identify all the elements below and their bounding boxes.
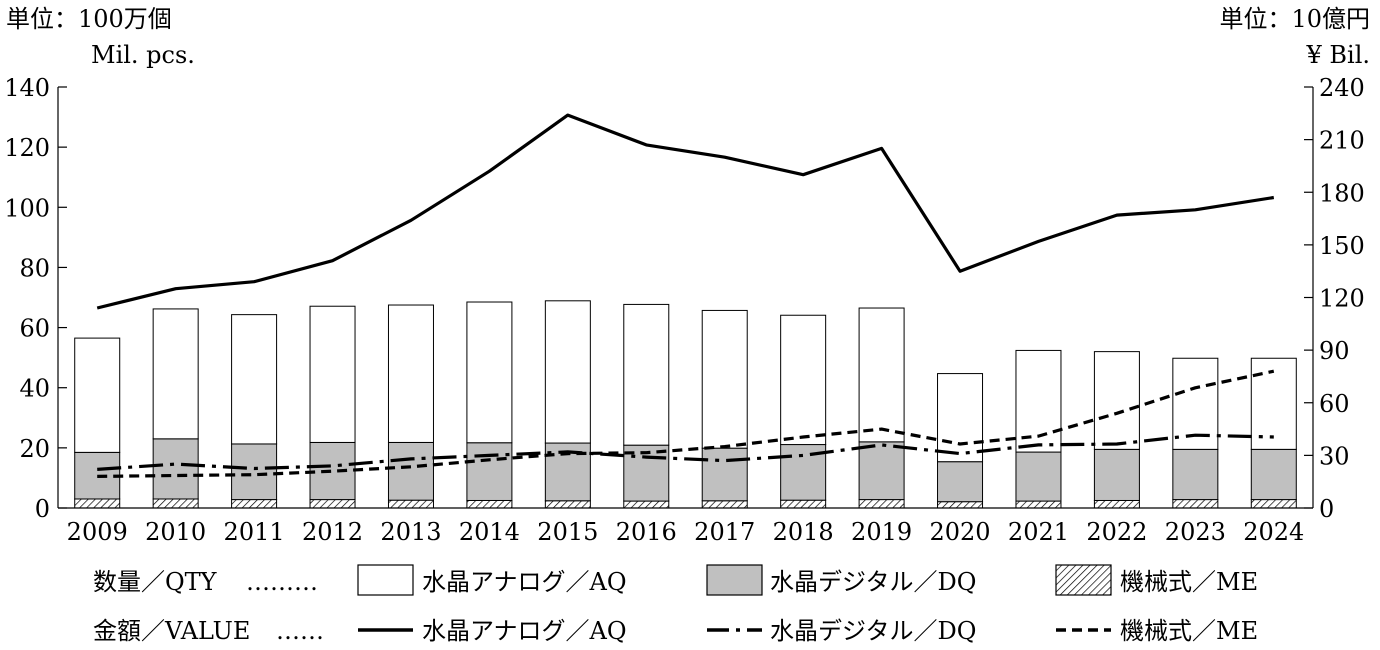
bar-me-2014 xyxy=(466,499,513,509)
bar-aq-2019 xyxy=(858,307,905,443)
bar-aq-2009 xyxy=(74,337,121,453)
x-tick-label: 2017 xyxy=(694,518,755,546)
bar-me-2018 xyxy=(780,499,827,509)
left-tick-label: 100 xyxy=(4,194,50,222)
left-tick-label: 20 xyxy=(19,435,50,463)
x-tick-label: 2021 xyxy=(1008,518,1069,546)
legend-value-dots: …… xyxy=(276,617,324,645)
left-tick-label: 40 xyxy=(19,375,50,403)
left-unit-en: Mil. pcs. xyxy=(91,41,195,69)
left-tick-label: 0 xyxy=(35,495,50,523)
axes-layer: 0 20 40 60 80 100 120 140 0 30 60 90 120 150 180 210 240… xyxy=(4,74,1365,546)
legend-value-me: 機械式／ME xyxy=(1120,617,1258,645)
legend-qty-aq: 水晶アナログ／AQ xyxy=(422,568,627,596)
x-tick-label: 2013 xyxy=(380,518,441,546)
x-tick-label: 2016 xyxy=(616,518,677,546)
bar-dq-2019 xyxy=(858,441,905,501)
x-tick-label: 2012 xyxy=(302,518,363,546)
bar-aq-2014 xyxy=(466,301,513,444)
bar-me-2011 xyxy=(231,499,278,509)
bar-aq-2011 xyxy=(231,314,278,445)
legend-qty-dots: ……… xyxy=(246,568,318,596)
bar-aq-2017 xyxy=(701,309,748,449)
legend-value-dq: 水晶デジタル／DQ xyxy=(770,617,976,645)
left-tick-label: 80 xyxy=(19,254,50,282)
x-tick-label: 2015 xyxy=(537,518,598,546)
bar-me-2010 xyxy=(152,498,199,509)
legend-swatch-dq xyxy=(706,564,763,596)
bar-me-2019 xyxy=(858,499,905,509)
x-tick-label: 2020 xyxy=(929,518,990,546)
bar-me-2021 xyxy=(1015,500,1062,509)
legend-swatch-me xyxy=(1055,564,1112,596)
legend: 数量／QTY ……… 金額／VALUE …… 水晶アナログ／AQ 水晶デジタル／DQ 機械式… xyxy=(93,564,1258,645)
bars-layer xyxy=(74,300,1297,509)
bar-dq-2010 xyxy=(152,438,199,500)
bar-aq-2012 xyxy=(309,305,356,443)
bar-dq-2017 xyxy=(701,447,748,502)
left-tick-label: 60 xyxy=(19,315,50,343)
bar-aq-2016 xyxy=(623,303,670,446)
legend-qty-label: 数量／QTY xyxy=(93,568,218,596)
right-tick-label: 150 xyxy=(1319,232,1365,260)
line-me xyxy=(97,369,1275,478)
bar-aq-2010 xyxy=(152,308,199,440)
bar-aq-2022 xyxy=(1093,351,1140,450)
bar-me-2015 xyxy=(544,500,591,509)
legend-value-label: 金額／VALUE xyxy=(93,617,250,645)
bar-me-2013 xyxy=(387,499,434,509)
left-tick-label: 140 xyxy=(4,74,50,102)
bar-dq-2020 xyxy=(937,461,984,503)
bar-aq-2015 xyxy=(544,300,591,444)
bar-aq-2018 xyxy=(780,314,827,446)
x-tick-label: 2019 xyxy=(851,518,912,546)
bar-dq-2011 xyxy=(231,443,278,501)
x-tick-label: 2011 xyxy=(224,518,285,546)
line-dq xyxy=(97,433,1274,471)
right-tick-label: 30 xyxy=(1319,442,1350,470)
bar-me-2017 xyxy=(701,500,748,509)
x-tick-label: 2023 xyxy=(1165,518,1226,546)
left-tick-label: 120 xyxy=(4,134,50,162)
x-tick-label: 2018 xyxy=(773,518,834,546)
bar-dq-2021 xyxy=(1015,451,1062,502)
bar-dq-2023 xyxy=(1172,448,1219,501)
right-tick-label: 120 xyxy=(1319,285,1365,313)
right-tick-label: 180 xyxy=(1319,179,1365,207)
x-tick-label: 2024 xyxy=(1243,518,1304,546)
right-tick-label: 210 xyxy=(1319,127,1365,155)
left-unit-jp: 単位：100万個 xyxy=(6,5,172,33)
x-tick-label: 2010 xyxy=(145,518,206,546)
legend-qty-dq: 水晶デジタル／DQ xyxy=(770,568,976,596)
legend-value-aq: 水晶アナログ／AQ xyxy=(422,617,627,645)
line-aq xyxy=(96,113,1275,310)
bar-me-2016 xyxy=(623,500,670,509)
x-tick-label: 2014 xyxy=(459,518,520,546)
right-unit-en: ¥ Bil. xyxy=(1306,41,1370,69)
x-tick-label: 2022 xyxy=(1086,518,1147,546)
bar-dq-2024 xyxy=(1250,448,1297,501)
bar-dq-2014 xyxy=(466,442,513,501)
bar-me-2020 xyxy=(937,501,984,509)
lines-layer xyxy=(96,113,1275,478)
right-tick-label: 90 xyxy=(1319,337,1350,365)
legend-swatch-aq xyxy=(357,564,414,596)
bar-dq-2013 xyxy=(387,441,434,501)
bar-dq-2012 xyxy=(309,441,356,501)
legend-qty-me: 機械式／ME xyxy=(1120,568,1258,596)
bar-dq-2022 xyxy=(1093,448,1140,501)
right-unit-jp: 単位：10億円 xyxy=(1219,5,1370,33)
bar-aq-2020 xyxy=(937,373,984,463)
right-tick-label: 60 xyxy=(1319,390,1350,418)
bar-me-2024 xyxy=(1250,499,1297,509)
right-tick-label: 240 xyxy=(1319,74,1365,102)
bar-me-2009 xyxy=(74,498,121,509)
right-tick-label: 0 xyxy=(1319,495,1334,523)
bar-me-2012 xyxy=(309,499,356,509)
x-tick-label: 2009 xyxy=(67,518,128,546)
bar-me-2022 xyxy=(1093,499,1140,509)
bar-aq-2013 xyxy=(387,304,434,443)
bar-me-2023 xyxy=(1172,499,1219,509)
